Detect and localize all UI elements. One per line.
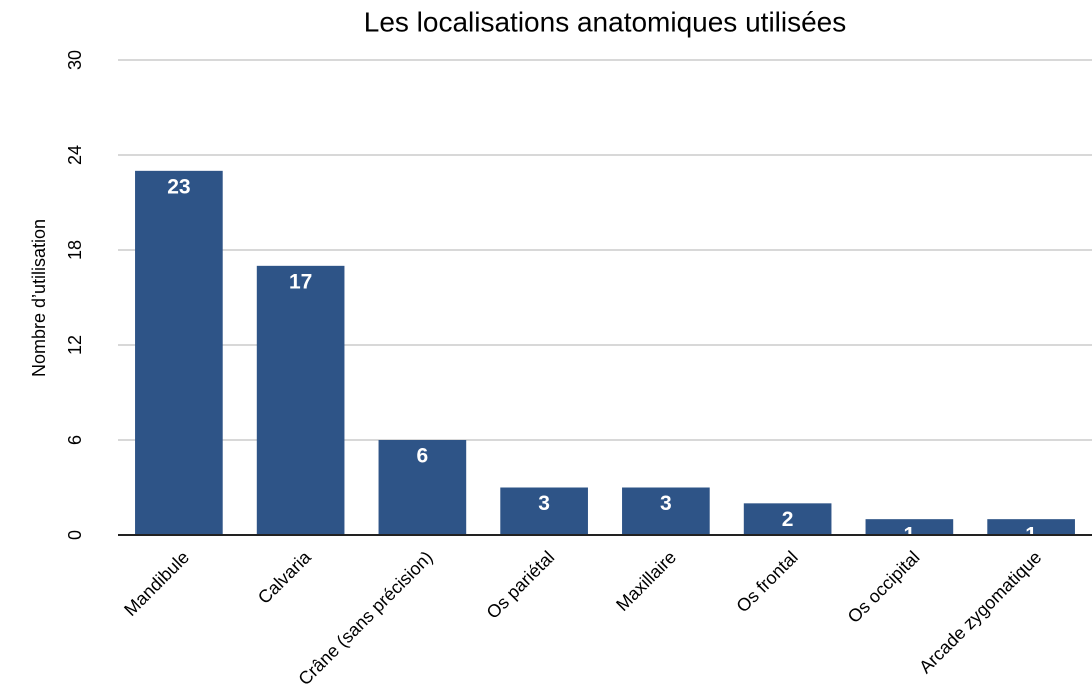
chart-title: Les localisations anatomiques utilisées bbox=[364, 6, 847, 37]
bar bbox=[500, 487, 588, 535]
x-tick-label: Calvaria bbox=[254, 546, 316, 608]
x-tick-label: Os occipital bbox=[844, 547, 924, 627]
y-tick-label: 18 bbox=[65, 240, 85, 260]
y-tick-label: 30 bbox=[65, 50, 85, 70]
data-label: 2 bbox=[782, 508, 794, 531]
x-tick-label: Mandibule bbox=[120, 547, 193, 620]
y-axis-label: Nombre d’utilisation bbox=[29, 219, 49, 377]
data-label: 6 bbox=[417, 445, 429, 468]
data-label: 3 bbox=[660, 492, 672, 515]
data-label: 17 bbox=[289, 270, 312, 293]
x-tick-label: Arcade zygomatique bbox=[915, 547, 1045, 677]
x-tick-label: Maxillaire bbox=[612, 547, 680, 615]
data-label: 3 bbox=[538, 492, 550, 515]
y-tick-label: 12 bbox=[65, 335, 85, 355]
bar bbox=[378, 440, 467, 535]
data-label: 23 bbox=[167, 175, 190, 198]
bar bbox=[743, 503, 832, 535]
x-tick-label: Crâne (sans précision) bbox=[294, 547, 436, 689]
x-tick-label: Os frontal bbox=[732, 547, 801, 616]
bar bbox=[987, 519, 1075, 535]
y-tick-label: 0 bbox=[65, 530, 85, 540]
bar bbox=[256, 265, 345, 535]
bar bbox=[135, 170, 223, 536]
x-tick-label: Os pariétal bbox=[483, 547, 559, 623]
y-tick-label: 6 bbox=[65, 435, 85, 445]
bar bbox=[865, 519, 954, 535]
bar bbox=[622, 487, 710, 535]
y-tick-label: 24 bbox=[65, 145, 85, 165]
